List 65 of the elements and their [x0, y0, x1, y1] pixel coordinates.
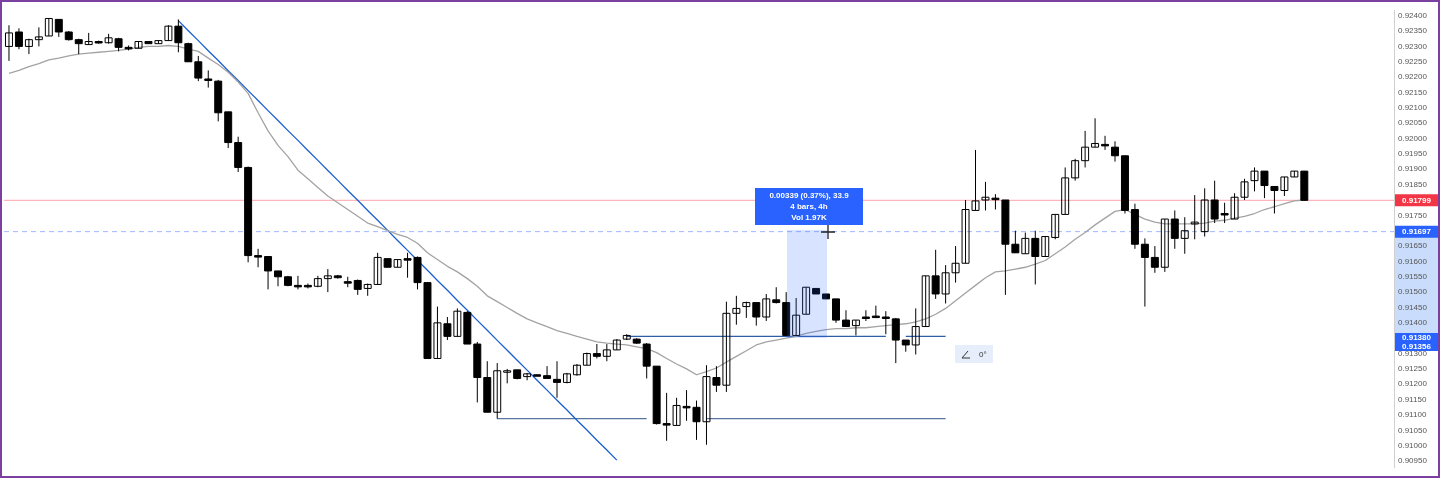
candlestick — [792, 297, 801, 336]
candlestick — [582, 352, 591, 366]
candlestick — [572, 363, 581, 377]
y-tick-label: 0.92200 — [1398, 72, 1428, 82]
y-tick-label: 0.92400 — [1398, 10, 1428, 20]
annotation: 0.00339 (0.37%), 33.9 — [768, 190, 850, 201]
text: 0.91356 — [1395, 342, 1438, 351]
y-tick-label: 0.92150 — [1398, 87, 1428, 97]
annotation: 0° — [979, 349, 987, 359]
y-tick-label: 0.92350 — [1398, 26, 1428, 36]
candlestick — [5, 24, 13, 62]
annotation: Vol 1.97K — [790, 212, 828, 223]
candlestick — [323, 268, 332, 293]
y-tick-label: 0.91000 — [1398, 440, 1428, 450]
y-tick-label: 0.91750 — [1398, 210, 1428, 220]
y-tick-label: 0.91900 — [1398, 164, 1428, 174]
candlestick — [493, 362, 502, 420]
candlestick — [1021, 232, 1030, 255]
y-tick-label: 0.91250 — [1398, 364, 1428, 374]
y-tick-label: 0.91100 — [1398, 410, 1427, 420]
candlestick — [562, 372, 571, 384]
y-tick-label: 0.91850 — [1398, 179, 1428, 189]
y-tick-label: 0.92250 — [1398, 56, 1428, 66]
candlestick — [911, 307, 920, 355]
candlestick — [1071, 158, 1080, 182]
ref-line-label: 0.91697 — [1402, 226, 1432, 236]
candlestick — [24, 38, 33, 55]
candlestick — [802, 286, 811, 315]
y-tick-label: 0.91550 — [1398, 271, 1428, 281]
ref-line-label: 0.91799 — [1402, 195, 1432, 205]
candlestick — [1180, 216, 1189, 255]
y-tick-label: 0.92050 — [1398, 118, 1428, 128]
y-tick-label: 0.91400 — [1398, 318, 1428, 328]
candlestick — [1041, 236, 1050, 258]
candlestick — [832, 298, 840, 324]
y-tick-label: 0.92300 — [1398, 41, 1428, 51]
measure-tooltip: 0.00339 (0.37%), 33.9 4 bars, 4h Vol 1.97K — [755, 188, 863, 225]
annotation: 4 bars, 4h — [789, 201, 829, 212]
candlestick — [851, 319, 860, 336]
y-tick-label: 0.91500 — [1398, 287, 1428, 297]
candlestick — [523, 372, 532, 381]
angle-toolbar: 0° — [955, 345, 993, 363]
y-tick-label: 0.91650 — [1398, 241, 1428, 251]
y-tick-label: 0.92100 — [1398, 103, 1428, 113]
text: 0.91380 — [1395, 333, 1438, 342]
y-tick-label: 0.91200 — [1398, 379, 1428, 389]
candlestick — [921, 275, 930, 328]
y-tick-label: 0.92000 — [1398, 133, 1428, 143]
candlestick — [1081, 130, 1090, 168]
y-tick-label: 0.91450 — [1398, 302, 1428, 312]
y-tick-label: 0.90950 — [1398, 456, 1428, 466]
candlestick — [313, 275, 322, 288]
candlestick — [1061, 166, 1070, 215]
y-tick-label: 0.91150 — [1398, 394, 1427, 404]
candlestick — [1051, 213, 1060, 240]
candlestick — [1160, 218, 1169, 273]
y-tick-label: 0.91050 — [1398, 425, 1428, 435]
y-tick-label: 0.91950 — [1398, 149, 1428, 159]
candlestick — [1091, 117, 1100, 148]
candlestick — [34, 26, 43, 47]
candlestick — [1200, 187, 1209, 238]
candlestick — [762, 293, 771, 322]
y-tick-label: 0.91300 — [1398, 348, 1428, 358]
y-tick-label: 0.91600 — [1398, 256, 1428, 266]
candlestick — [1190, 194, 1199, 240]
